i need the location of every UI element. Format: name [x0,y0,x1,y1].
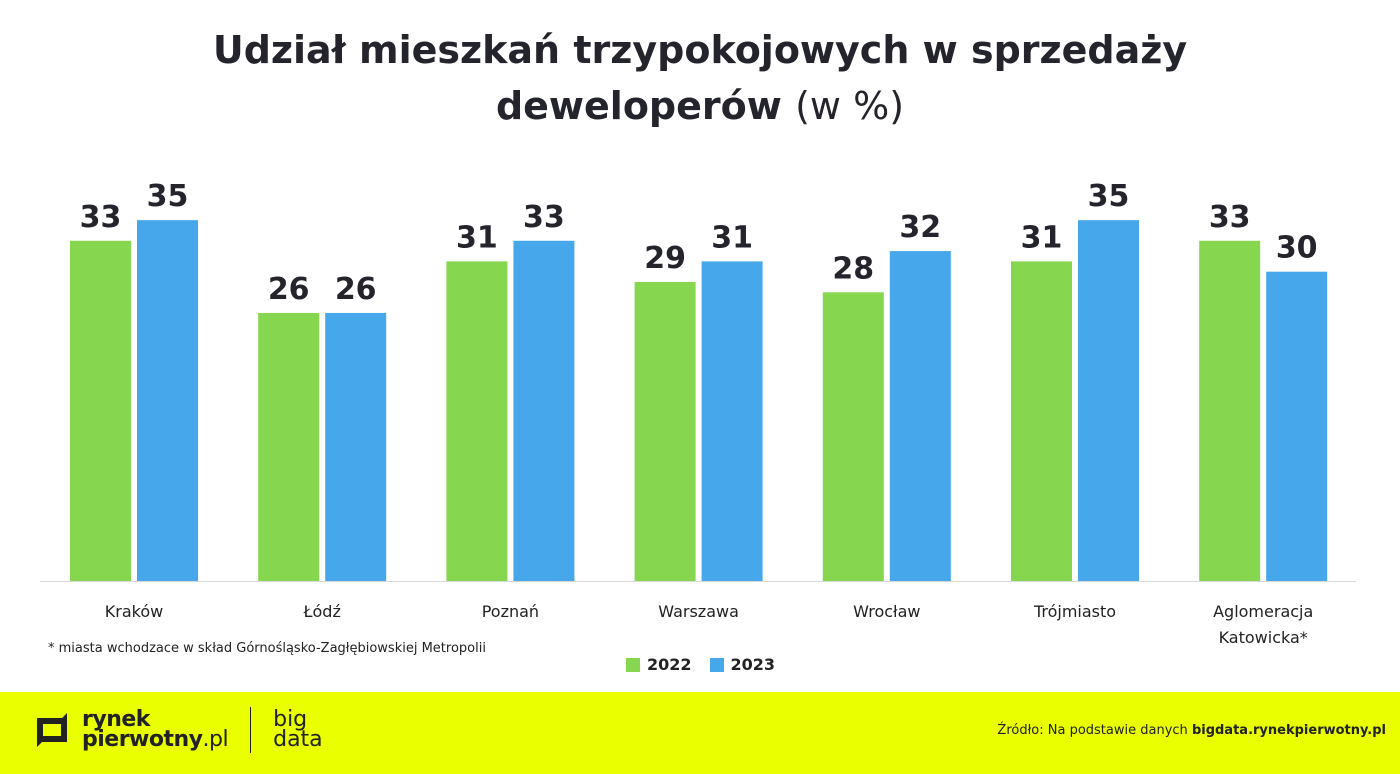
x-tick-label-1: Łódź [303,602,341,621]
title-word: deweloperów [495,84,782,128]
bar-2023-0 [137,220,198,581]
x-tick-label-6-1: Katowicka* [1219,628,1308,647]
bar-2022-2 [446,261,508,581]
data-label-2022-1: 26 [268,272,310,307]
bar-2022-1 [258,312,320,581]
title-unit: (w %) [795,84,905,128]
data-label-2023-3: 31 [711,220,753,255]
x-tick-label-2: Poznań [482,602,539,621]
x-tick-label-6-0: Aglomeracja [1213,602,1313,621]
bar-2022-0 [70,240,131,581]
logo-line-1: rynek [82,707,150,732]
logo-square-icon [37,713,67,747]
legend-label-2023: 2023 [730,655,776,674]
data-label-2023-4: 32 [899,210,941,245]
bigdata-line-2: data [273,727,323,752]
title-line-1: Udział mieszkań trzypokojowych w sprzeda… [212,28,1188,72]
bar-2022-6 [1199,240,1261,581]
rynekpierwotny-logo: rynek pierwotny.pl big data [34,707,323,753]
legend-swatch-2022 [626,657,640,672]
data-label-2022-5: 31 [1021,220,1063,255]
data-label-2022-0: 33 [80,200,122,235]
data-label-2023-5: 35 [1088,179,1130,214]
legend-item-2023: 2023 [709,655,776,674]
bar-2023-4 [889,251,951,581]
data-label-2023-0: 35 [147,179,189,214]
x-tick-label-0: Kraków [105,602,163,621]
logo-line-2: pierwotny [82,727,203,752]
bigdata-logo: big data [273,707,323,752]
data-label-2023-2: 33 [523,200,565,235]
bar-2023-3 [701,261,763,581]
data-label-2022-6: 33 [1209,200,1251,235]
source-note: Źródło: Na podstawie danych bigdata.ryne… [997,723,1386,738]
x-tick-label-5: Trójmiasto [1033,602,1116,621]
bar-2023-2 [513,240,575,581]
title-line-2: deweloperów (w %) [0,78,1400,134]
bar-2023-1 [325,312,387,581]
legend: 2022 2023 [626,655,775,674]
data-label-2023-6: 30 [1276,231,1318,266]
data-label-2022-2: 31 [456,220,498,255]
footer-bar: rynek pierwotny.pl big data Źródło: Na p… [0,692,1400,774]
logo-divider [250,707,252,753]
bar-2023-6 [1266,271,1328,581]
bar-2022-5 [1011,261,1072,581]
chart-title: Udział mieszkań trzypokojowych w sprzeda… [0,22,1400,134]
bar-2022-4 [822,292,884,581]
legend-swatch-2023 [709,657,724,672]
x-tick-label-3: Warszawa [658,602,739,621]
data-label-2022-4: 28 [832,251,874,286]
footnote: * miasta wchodzace w skład Górnośląsko-Z… [48,641,486,656]
logo-suffix: .pl [202,727,229,752]
logo-text: rynek pierwotny.pl [82,707,229,752]
data-label-2023-1: 26 [335,272,377,307]
bar-2023-5 [1078,220,1139,581]
bar-2022-3 [634,282,696,581]
source-site: bigdata.rynekpierwotny.pl [1191,723,1386,738]
legend-label-2022: 2022 [647,655,692,674]
bigdata-line-1: big [273,707,308,732]
data-label-2022-3: 29 [644,241,686,276]
legend-item-2022: 2022 [626,655,692,674]
x-tick-label-4: Wrocław [853,602,920,621]
bar-chart: 33 35 Kraków 26 26 Łódź 31 33 Poznań 29 31 Warszawa… [40,179,1356,647]
source-prefix: Źródło: Na podstawie danych [997,723,1188,738]
